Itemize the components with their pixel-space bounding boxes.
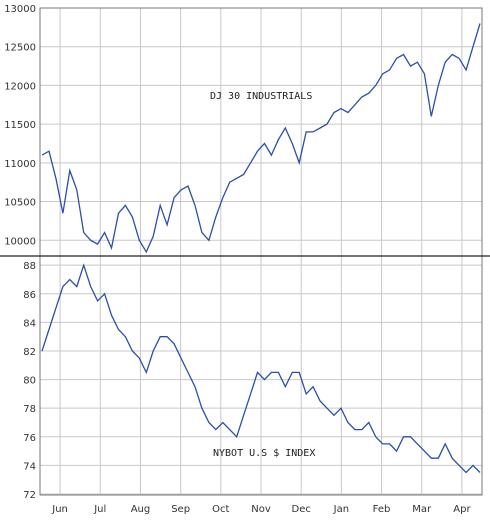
dollar-index-y-tick-label: 76 bbox=[23, 433, 36, 444]
month-gridlines bbox=[59, 8, 463, 494]
dj30-y-tick-label: 11000 bbox=[4, 159, 36, 170]
month-tick-label: Nov bbox=[251, 504, 271, 515]
month-tick-label: Apr bbox=[453, 504, 471, 515]
dj30-y-tick-label: 11500 bbox=[4, 120, 36, 131]
dollar-index-y-tick-label: 88 bbox=[23, 261, 36, 272]
plot-frame bbox=[39, 7, 483, 496]
month-tick-labels: Jun Jul Aug Sep Oct Nov Dec Jan Feb Mar Apr bbox=[51, 504, 471, 515]
dj30-y-tick-label: 10500 bbox=[4, 198, 36, 209]
dollar-index-y-tick-label: 86 bbox=[23, 290, 36, 301]
month-tick-label: Sep bbox=[171, 504, 190, 515]
dj30-y-tick-label: 12000 bbox=[4, 81, 36, 92]
dollar-index-y-tick-label: 72 bbox=[23, 490, 36, 501]
dollar-index-series-line bbox=[41, 263, 481, 474]
dollar-index-y-tick-labels: 72 74 76 78 80 82 84 86 88 bbox=[23, 261, 36, 501]
dollar-index-y-tick-label: 74 bbox=[23, 461, 36, 472]
dj30-y-tick-label: 12500 bbox=[4, 43, 36, 54]
month-tick-label: Jul bbox=[93, 504, 106, 515]
month-tick-label: Aug bbox=[131, 504, 151, 515]
dollar-index-y-tick-label: 84 bbox=[23, 318, 36, 329]
dj30-y-tick-labels: 10000 10500 11000 11500 12000 12500 13000 bbox=[4, 4, 36, 247]
dj30-y-tick-label: 10000 bbox=[4, 236, 36, 247]
month-tick-label: Jan bbox=[333, 504, 349, 515]
dj30-series-line bbox=[41, 23, 481, 254]
month-tick-label: Oct bbox=[212, 504, 229, 515]
month-tick-label: Jun bbox=[51, 504, 68, 515]
dollar-index-y-tick-label: 78 bbox=[23, 404, 36, 415]
month-tick-label: Mar bbox=[412, 504, 432, 515]
dollar-index-y-tick-label: 82 bbox=[23, 347, 36, 358]
month-tick-label: Feb bbox=[373, 504, 391, 515]
dj30-series-label: DJ 30 INDUSTRIALS bbox=[210, 91, 312, 102]
dollar-index-y-tick-label: 80 bbox=[23, 376, 36, 387]
dollar-index-series-label: NYBOT U.S $ INDEX bbox=[213, 448, 315, 459]
month-tick-label: Dec bbox=[292, 504, 311, 515]
dj30-y-tick-label: 13000 bbox=[4, 4, 36, 15]
